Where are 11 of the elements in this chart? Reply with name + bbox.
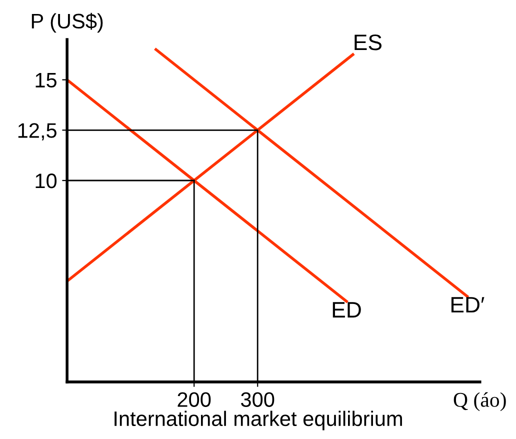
- x-tick-label: 300: [241, 392, 274, 407]
- text: International market equilibrium: [114, 410, 402, 430]
- y-tick-label: 15: [36, 73, 56, 88]
- series-label: ED′: [451, 297, 484, 312]
- x-tick-label: 200: [178, 392, 211, 407]
- y-tick-label: 12,5: [18, 123, 56, 140]
- series-label: ES: [354, 34, 382, 50]
- y-tick-label: 10: [36, 174, 57, 188]
- series-label: ED: [332, 302, 361, 318]
- y-axis-title: P (US$): [32, 12, 103, 33]
- x-axis-title: Q (áo): [454, 392, 506, 412]
